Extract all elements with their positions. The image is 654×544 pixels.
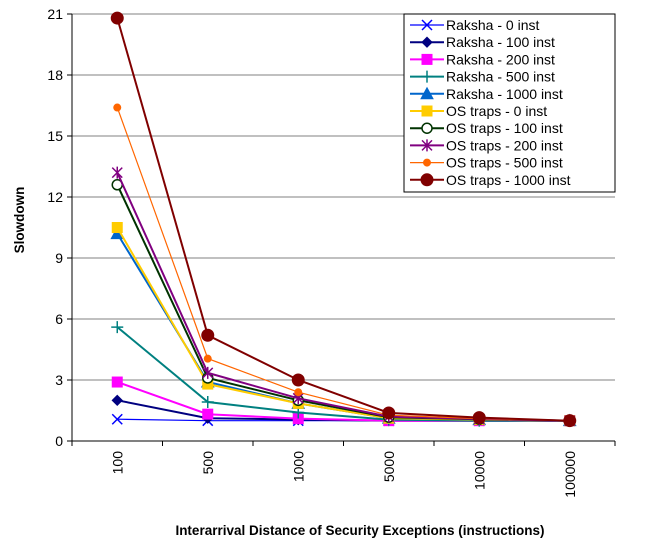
y-tick-label: 0 <box>55 433 63 449</box>
y-tick-label: 12 <box>47 189 63 205</box>
data-point <box>421 139 433 152</box>
series-line <box>116 233 570 422</box>
data-point <box>382 406 396 420</box>
legend-label: OS traps - 1000 inst <box>446 172 571 188</box>
x-axis-title: Interarrival Distance of Security Except… <box>175 523 544 538</box>
x-tick-label: 100 <box>109 451 125 475</box>
data-point <box>294 388 303 397</box>
x-tick-label: 100000 <box>562 451 578 498</box>
legend-label: Raksha - 200 inst <box>446 51 555 67</box>
series-line <box>116 17 570 422</box>
y-tick-label: 21 <box>47 6 63 22</box>
gridlines <box>72 13 615 381</box>
y-tick-label: 6 <box>55 311 63 327</box>
data-point <box>111 166 123 179</box>
data-point <box>421 53 433 65</box>
x-tick-label: 10000 <box>471 451 487 490</box>
data-point <box>421 36 433 48</box>
data-point <box>420 86 434 100</box>
series-group <box>110 11 577 428</box>
legend-item: OS traps - 0 inst <box>410 103 547 119</box>
data-point <box>472 411 486 425</box>
series <box>110 11 577 428</box>
legend-label: OS traps - 200 inst <box>446 137 563 153</box>
data-point <box>111 222 123 233</box>
data-point <box>110 11 124 25</box>
legend-item: Raksha - 0 inst <box>410 17 539 33</box>
y-tick-label: 15 <box>47 128 63 144</box>
data-point <box>111 413 123 425</box>
x-tick-label: 500 <box>200 451 216 475</box>
legend-item: Raksha - 1000 inst <box>410 86 563 102</box>
legend-label: OS traps - 0 inst <box>446 103 547 119</box>
legend-label: Raksha - 0 inst <box>446 17 539 33</box>
data-point <box>203 354 212 363</box>
data-point <box>201 395 214 408</box>
data-point <box>111 376 123 388</box>
legend-item: OS traps - 100 inst <box>410 120 563 136</box>
legend-item: Raksha - 500 inst <box>410 69 555 85</box>
data-point <box>563 414 577 428</box>
legend-item: Raksha - 100 inst <box>410 34 555 50</box>
series <box>111 179 576 427</box>
x-tick-label: 5000 <box>381 451 397 482</box>
legend-item: OS traps - 200 inst <box>410 137 563 153</box>
data-point <box>421 122 433 134</box>
series <box>111 166 576 427</box>
y-tick-label: 18 <box>47 67 63 83</box>
data-point <box>111 321 124 334</box>
legend-label: OS traps - 500 inst <box>446 155 563 171</box>
data-point <box>421 105 433 117</box>
data-point <box>202 408 214 420</box>
data-point <box>202 366 214 379</box>
legend-item: OS traps - 500 inst <box>410 155 563 171</box>
data-point <box>113 103 122 112</box>
series-line <box>116 381 570 422</box>
legend-label: Raksha - 100 inst <box>446 34 555 50</box>
data-point <box>201 328 215 342</box>
series-line <box>116 184 570 422</box>
data-point <box>420 173 434 187</box>
data-point <box>421 70 433 83</box>
legend-item: Raksha - 200 inst <box>410 51 555 67</box>
y-axis-title: Slowdown <box>12 187 27 254</box>
data-point <box>291 373 305 387</box>
legend-label: Raksha - 500 inst <box>446 69 555 85</box>
data-point <box>423 158 431 167</box>
y-tick-label: 9 <box>55 250 63 266</box>
legend-label: Raksha - 1000 inst <box>446 86 563 102</box>
axes: 0 3 6 9 12 15 18 21 100 500 1000 5000 10000 100000 <box>47 6 616 498</box>
x-tick-label: 1000 <box>290 451 306 482</box>
legend-label: OS traps - 100 inst <box>446 120 563 136</box>
data-point <box>421 19 433 31</box>
data-point <box>111 394 123 407</box>
y-tick-label: 3 <box>55 372 63 388</box>
legend-item: OS traps - 1000 inst <box>410 172 571 188</box>
